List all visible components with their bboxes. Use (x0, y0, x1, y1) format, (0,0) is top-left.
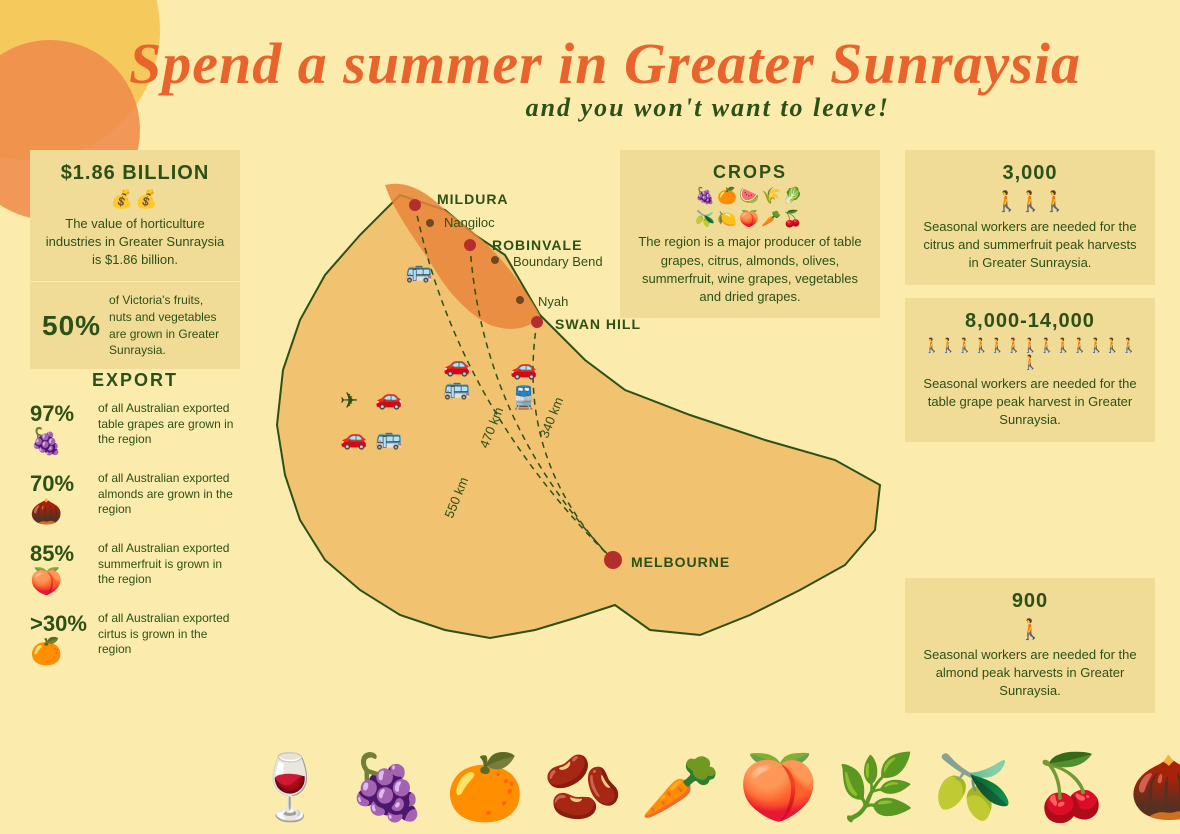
export-icon: 🌰 (30, 497, 60, 527)
city-label: Boundary Bend (513, 254, 603, 269)
fruit-icon: 🥕 (641, 756, 721, 820)
bus-icon: 🚌 (405, 258, 432, 284)
fruit-icon: 🍊 (445, 756, 525, 820)
export-item: >30%🍊 of all Australian exported cirtus i… (30, 611, 240, 667)
export-text: of all Australian exported cirtus is gro… (98, 611, 240, 658)
city-dot (516, 296, 524, 304)
money-bag-icon: 💰💰 (44, 189, 226, 211)
w3000-stat: 3,000 (919, 162, 1141, 185)
victoria-map: 550 km470 km340 kmMILDURAROBINVALESWAN H… (245, 160, 885, 700)
bus-icon: 🚌 (443, 375, 470, 401)
fruit-icon: 🫒 (934, 756, 1014, 820)
w8000-stat: 8,000-14,000 (919, 310, 1141, 333)
city-label: SWAN HILL (555, 316, 641, 332)
stat-box-fifty: 50% of Victoria's fruits, nuts and veget… (30, 282, 240, 369)
export-icon: 🍑 (30, 567, 60, 597)
stat-box-workers-3000: 3,000 🚶🚶🚶 Seasonal workers are needed fo… (905, 150, 1155, 285)
main-title: Spend a summer in Greater Sunraysia (60, 30, 1150, 97)
export-pct: 70% (30, 471, 88, 497)
export-item: 70%🌰 of all Australian exported almonds a… (30, 471, 240, 527)
bus-icon: 🚌 (375, 425, 402, 451)
export-text: of all Australian exported table grapes … (98, 401, 240, 448)
export-heading: EXPORT (30, 370, 240, 391)
car-icon: 🚗 (375, 385, 402, 411)
fruit-icon: 🌰 (1129, 756, 1180, 820)
fruit-illustration-bar: 🍷🍇🍊🫘🥕🍑🌿🫒🍒🌰🍉🍇 (250, 710, 1160, 820)
fruit-icon: 🫘 (543, 756, 623, 820)
fifty-stat: 50% (42, 310, 101, 342)
fruit-icon: 🍇 (348, 756, 428, 820)
city-label: Nyah (538, 294, 568, 309)
train-icon: 🚆 (510, 385, 537, 411)
export-pct: 97% (30, 401, 88, 427)
stat-box-workers-900: 900 🚶 Seasonal workers are needed for th… (905, 578, 1155, 713)
w3000-desc: Seasonal workers are needed for the citr… (919, 218, 1141, 273)
export-pct: >30% (30, 611, 88, 637)
fruit-icon: 🍒 (1032, 756, 1112, 820)
city-dot (426, 219, 434, 227)
title-block: Spend a summer in Greater Sunraysia and … (60, 30, 1150, 123)
city-label: ROBINVALE (492, 237, 582, 253)
export-text: of all Australian exported almonds are g… (98, 471, 240, 518)
stat-box-workers-8000: 8,000-14,000 🚶🚶🚶🚶🚶🚶🚶🚶🚶🚶🚶🚶🚶🚶 Seasonal wor… (905, 298, 1155, 442)
fifty-desc: of Victoria's fruits, nuts and vegetable… (109, 292, 228, 359)
fruit-icon: 🍑 (738, 756, 818, 820)
plane-icon: ✈ (340, 388, 358, 414)
car-icon: 🚗 (340, 425, 367, 451)
city-dot (531, 316, 543, 328)
city-dot (491, 256, 499, 264)
export-pct: 85% (30, 541, 88, 567)
stat-box-value: $1.86 BILLION 💰💰 The value of horticultu… (30, 150, 240, 281)
car-icon: 🚗 (510, 355, 537, 381)
person-icon: 🚶🚶🚶🚶🚶🚶🚶🚶🚶🚶🚶🚶🚶🚶 (919, 337, 1141, 371)
city-label: Nangiloc (444, 215, 495, 230)
fruit-icon: 🌿 (836, 756, 916, 820)
w900-desc: Seasonal workers are needed for the almo… (919, 646, 1141, 701)
w900-stat: 900 (919, 590, 1141, 613)
fruit-icon: 🍷 (250, 756, 330, 820)
export-text: of all Australian exported summerfruit i… (98, 541, 240, 588)
city-dot (604, 551, 622, 569)
person-icon: 🚶 (919, 617, 1141, 642)
city-label: MELBOURNE (631, 554, 730, 570)
export-item: 97%🍇 of all Australian exported table gra… (30, 401, 240, 457)
subtitle: and you won't want to leave! (60, 93, 1150, 123)
export-icon: 🍊 (30, 637, 60, 667)
value-stat: $1.86 BILLION (44, 162, 226, 185)
city-dot (409, 199, 421, 211)
value-desc: The value of horticulture industries in … (44, 215, 226, 270)
person-icon: 🚶🚶🚶 (919, 189, 1141, 214)
export-icon: 🍇 (30, 427, 60, 457)
export-item: 85%🍑 of all Australian exported summerfru… (30, 541, 240, 597)
city-dot (464, 239, 476, 251)
export-section: EXPORT 97%🍇 of all Australian exported ta… (30, 370, 240, 681)
w8000-desc: Seasonal workers are needed for the tabl… (919, 375, 1141, 430)
city-label: MILDURA (437, 191, 509, 207)
